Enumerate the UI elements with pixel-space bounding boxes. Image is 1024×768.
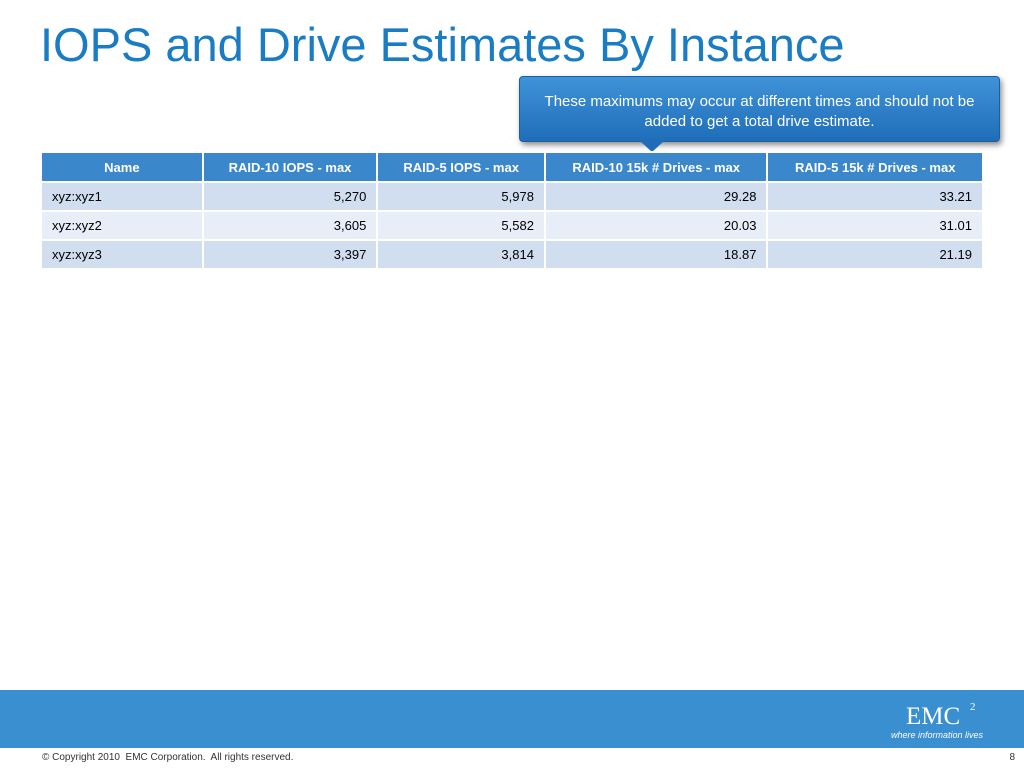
- table-row: xyz:xyz3 3,397 3,814 18.87 21.19: [40, 239, 984, 270]
- slide-title: IOPS and Drive Estimates By Instance: [40, 18, 845, 71]
- emc-logo: EMC 2 where information lives: [880, 699, 990, 743]
- cell-raid10-drives: 20.03: [543, 210, 769, 241]
- footer-band: [0, 690, 1024, 748]
- cell-raid5-iops: 5,978: [376, 181, 546, 212]
- cell-raid5-drives: 33.21: [766, 181, 984, 212]
- column-header-raid10-iops: RAID-10 IOPS - max: [201, 151, 379, 183]
- cell-raid5-drives: 21.19: [766, 239, 984, 270]
- column-header-raid5-drives: RAID-5 15k # Drives - max: [766, 151, 984, 183]
- page-number: 8: [1009, 752, 1015, 763]
- column-header-name: Name: [40, 151, 204, 183]
- cell-name: xyz:xyz3: [40, 239, 204, 270]
- cell-name: xyz:xyz1: [40, 181, 204, 212]
- callout-note: These maximums may occur at different ti…: [519, 76, 1000, 142]
- estimates-table: Name RAID-10 IOPS - max RAID-5 IOPS - ma…: [40, 151, 984, 270]
- callout-pointer: [640, 141, 664, 152]
- cell-raid10-drives: 29.28: [543, 181, 769, 212]
- cell-raid10-iops: 3,605: [201, 210, 379, 241]
- cell-name: xyz:xyz2: [40, 210, 204, 241]
- cell-raid5-iops: 5,582: [376, 210, 546, 241]
- table-header-row: Name RAID-10 IOPS - max RAID-5 IOPS - ma…: [40, 151, 984, 183]
- cell-raid5-iops: 3,814: [376, 239, 546, 270]
- copyright-notice: © Copyright 2010 EMC Corporation. All ri…: [42, 752, 294, 763]
- cell-raid5-drives: 31.01: [766, 210, 984, 241]
- table-row: xyz:xyz1 5,270 5,978 29.28 33.21: [40, 181, 984, 212]
- table-row: xyz:xyz2 3,605 5,582 20.03 31.01: [40, 210, 984, 241]
- cell-raid10-iops: 3,397: [201, 239, 379, 270]
- cell-raid10-iops: 5,270: [201, 181, 379, 212]
- logo-wordmark: EMC: [906, 703, 961, 730]
- logo-tagline: where information lives: [891, 730, 984, 740]
- cell-raid10-drives: 18.87: [543, 239, 769, 270]
- column-header-raid5-iops: RAID-5 IOPS - max: [376, 151, 546, 183]
- column-header-raid10-drives: RAID-10 15k # Drives - max: [543, 151, 769, 183]
- logo-superscript: 2: [970, 701, 976, 713]
